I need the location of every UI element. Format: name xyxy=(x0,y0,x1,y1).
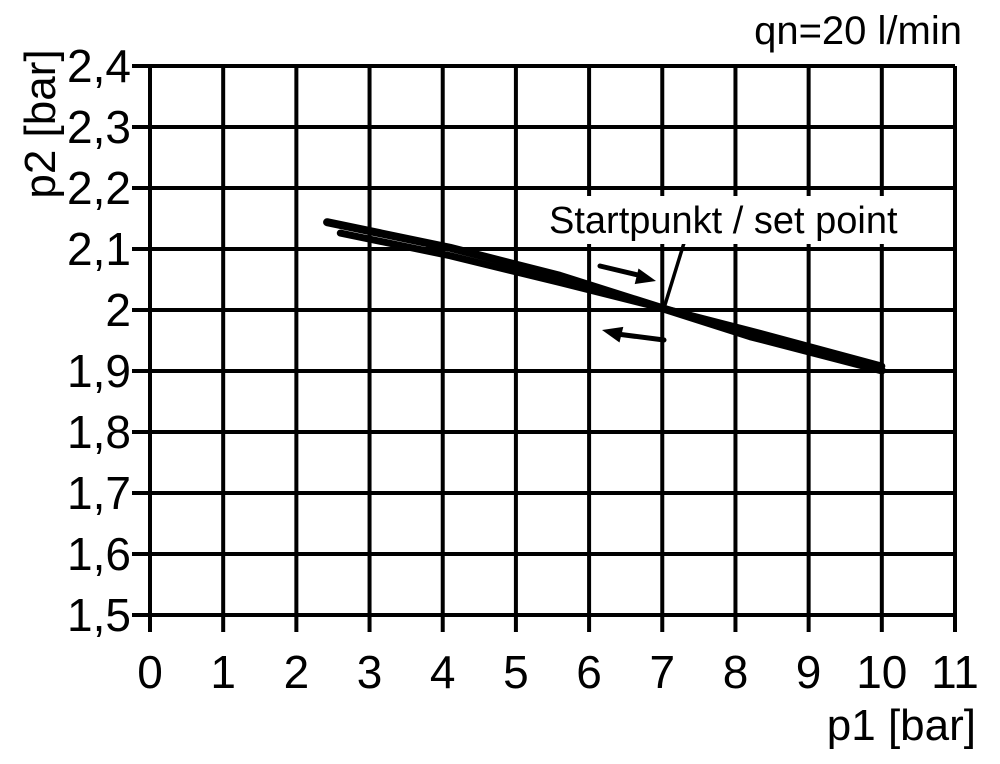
x-tick-label: 3 xyxy=(357,646,383,698)
annotation-background xyxy=(538,196,916,244)
y-tick-label: 2,2 xyxy=(67,162,131,214)
x-tick-label: 11 xyxy=(931,646,979,698)
x-tick-label: 7 xyxy=(650,646,676,698)
y-tick-label: 1,9 xyxy=(67,345,131,397)
return-direction-arrow-icon xyxy=(602,326,667,343)
forward-direction-arrow-icon xyxy=(597,263,656,285)
x-tick-label: 8 xyxy=(723,646,749,698)
set-point-annotation: Startpunkt / set point xyxy=(549,200,898,242)
grid xyxy=(132,64,957,632)
x-tick-label: 5 xyxy=(503,646,529,698)
flow-rate-title: qn=20 l/min xyxy=(754,9,962,53)
y-tick-label: 2,4 xyxy=(67,40,131,92)
y-tick-label: 2 xyxy=(105,284,131,336)
x-tick-label: 1 xyxy=(210,646,236,698)
x-tick-label: 6 xyxy=(576,646,602,698)
return-curve xyxy=(336,229,886,370)
x-tick-label: 4 xyxy=(430,646,456,698)
x-tick-label: 9 xyxy=(796,646,822,698)
y-tick-label: 1,5 xyxy=(67,589,131,641)
x-axis-label: p1 [bar] xyxy=(827,701,976,750)
x-tick-label: 10 xyxy=(856,646,907,698)
y-tick-label: 2,3 xyxy=(67,101,131,153)
x-tick-label: 2 xyxy=(284,646,310,698)
y-tick-label: 2,1 xyxy=(67,223,131,275)
x-tick-labels: 0 1 2 3 4 5 6 7 8 9 10 11 xyxy=(137,646,979,698)
y-tick-labels: 2,4 2,3 2,2 2,1 2 1,9 1,8 1,7 1,6 1,5 xyxy=(67,40,131,641)
y-axis-label: p2 [bar] xyxy=(16,49,65,198)
x-tick-label: 0 xyxy=(137,646,163,698)
set-point-leader-line xyxy=(662,241,686,310)
y-tick-label: 1,6 xyxy=(67,528,131,580)
y-tick-label: 1,7 xyxy=(67,467,131,519)
y-tick-label: 1,8 xyxy=(67,406,131,458)
